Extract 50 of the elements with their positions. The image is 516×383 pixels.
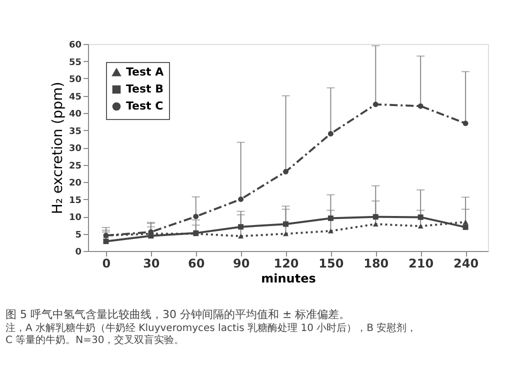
y-tick-label: 25	[68, 161, 82, 172]
y-tick-label: 50	[68, 75, 82, 85]
point	[328, 228, 334, 234]
point	[372, 102, 378, 108]
y-tick-label: 40	[68, 110, 82, 120]
y-tick-label: 55	[68, 58, 82, 68]
point	[328, 130, 334, 136]
point	[193, 214, 199, 220]
x-tick-label: 240	[453, 256, 479, 270]
legend-label: Test B	[126, 82, 164, 96]
point	[372, 214, 378, 220]
x-tick-label: 30	[143, 256, 160, 270]
point	[103, 238, 109, 244]
legend-label: Test C	[126, 100, 164, 112]
point	[283, 168, 288, 174]
point	[462, 220, 468, 224]
y-tick-label: 5	[75, 230, 82, 240]
x-tick-label: 0	[102, 256, 111, 270]
point	[462, 224, 468, 230]
point	[238, 196, 244, 202]
y-tick-label: 20	[68, 178, 82, 188]
point	[283, 231, 288, 236]
y-tick-label: 10	[68, 213, 82, 223]
point	[418, 103, 424, 109]
x-tick-label: 120	[274, 256, 299, 270]
point	[418, 224, 424, 229]
caption: 图 5 呼气中氢气含量比较曲线，30 分钟间隔的平均值和 ± 标准偏差。	[5, 308, 350, 321]
point	[372, 222, 378, 226]
y-tick-label: 60	[68, 40, 82, 50]
point	[418, 214, 424, 220]
y-axis-title: H₂ excretion (ppm)	[50, 82, 66, 214]
x-tick-label: 60	[188, 256, 205, 270]
x-tick-label: 210	[408, 256, 434, 270]
x-tick-label: 90	[232, 256, 250, 270]
y-tick-label: 35	[68, 126, 82, 137]
x-tick-label: 150	[318, 256, 344, 270]
x-axis-title: minutes	[261, 272, 316, 286]
point	[238, 234, 244, 239]
y-tick-label: 15	[68, 196, 82, 206]
y-tick-label: 0	[75, 248, 82, 258]
y-tick-label: 45	[68, 92, 82, 102]
legend-label: Test A	[126, 66, 164, 78]
point	[462, 120, 468, 126]
x-tick-label: 180	[364, 256, 389, 270]
y-tick-label: 30	[68, 144, 82, 154]
point	[328, 215, 334, 221]
text: C 等量的牛奶。N=30，交叉双盲实验。	[5, 334, 184, 346]
point	[283, 221, 288, 227]
point	[238, 224, 244, 230]
text: 注，A 水解乳糖牛奶（牛奶经 Kluyveromyces lactis 乳糖酶处理 10 小时后），B 安慰剂，	[5, 322, 417, 334]
